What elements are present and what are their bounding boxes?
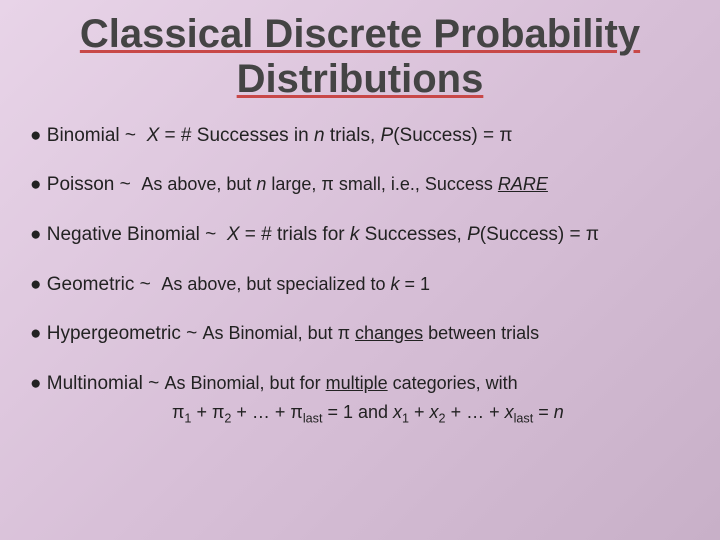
pfunc: P <box>381 125 394 146</box>
var-x: X <box>147 125 160 146</box>
bullet-list: Binomial ~ X = # Successes in n trials, … <box>28 124 692 427</box>
text: + π <box>191 402 224 422</box>
bullet-negbinomial: Negative Binomial ~ X = # trials for k S… <box>28 223 692 248</box>
text: large, π small, i.e., Success <box>266 174 498 194</box>
sub: 2 <box>439 411 446 425</box>
slide-title: Classical Discrete Probability Distribut… <box>28 12 692 102</box>
dist-name: Negative Binomial <box>47 224 200 245</box>
bullet-hypergeometric: Hypergeometric ~ As Binomial, but π chan… <box>28 322 692 347</box>
text: + … + π <box>231 402 302 422</box>
x: x <box>430 402 439 422</box>
text: trials, <box>325 125 381 146</box>
x: x <box>505 402 514 422</box>
pi: π <box>172 402 184 422</box>
dist-name: Geometric <box>47 274 135 295</box>
x: x <box>393 402 402 422</box>
text: + … + <box>446 402 505 422</box>
dist-name: Multinomial <box>47 373 143 394</box>
text: (Success) = π <box>393 125 512 146</box>
var-n: n <box>256 174 266 194</box>
text: = # Successes in <box>159 125 314 146</box>
text: As Binomial, but π <box>203 323 355 343</box>
sub: last <box>303 411 323 425</box>
text: As above, but <box>141 174 256 194</box>
sub: 1 <box>402 411 409 425</box>
dist-name: Poisson <box>47 174 115 195</box>
bullet-poisson: Poisson ~ As above, but n large, π small… <box>28 173 692 198</box>
sub: last <box>514 411 534 425</box>
dist-name: Hypergeometric <box>47 323 181 344</box>
bullet-multinomial: Multinomial ~ As Binomial, but for multi… <box>28 372 692 427</box>
text: Successes, <box>359 224 467 245</box>
var-k: k <box>350 224 360 245</box>
bullet-binomial: Binomial ~ X = # Successes in n trials, … <box>28 124 692 149</box>
var-n: n <box>554 402 564 422</box>
title-line-1: Classical Discrete Probability <box>80 12 640 56</box>
multinomial-formula: π1 + π2 + … + πlast = 1 and x1 + x2 + … … <box>30 401 692 427</box>
multiple: multiple <box>326 373 388 393</box>
text: = <box>533 402 554 422</box>
dist-name: Binomial <box>47 125 120 146</box>
text: (Success) = π <box>480 224 599 245</box>
text: As Binomial, but for <box>165 373 326 393</box>
var-x: X <box>227 224 240 245</box>
text: + <box>409 402 430 422</box>
text: categories, with <box>388 373 518 393</box>
text: = # trials for <box>240 224 350 245</box>
bullet-geometric: Geometric ~ As above, but specialized to… <box>28 273 692 298</box>
var-n: n <box>314 125 325 146</box>
slide: Classical Discrete Probability Distribut… <box>0 0 720 540</box>
text: between trials <box>423 323 539 343</box>
text: = 1 and <box>322 402 393 422</box>
text: = 1 <box>399 274 430 294</box>
text: As above, but specialized to <box>161 274 390 294</box>
title-line-2: Distributions <box>237 57 484 101</box>
rare: RARE <box>498 174 548 194</box>
changes: changes <box>355 323 423 343</box>
pfunc: P <box>467 224 480 245</box>
